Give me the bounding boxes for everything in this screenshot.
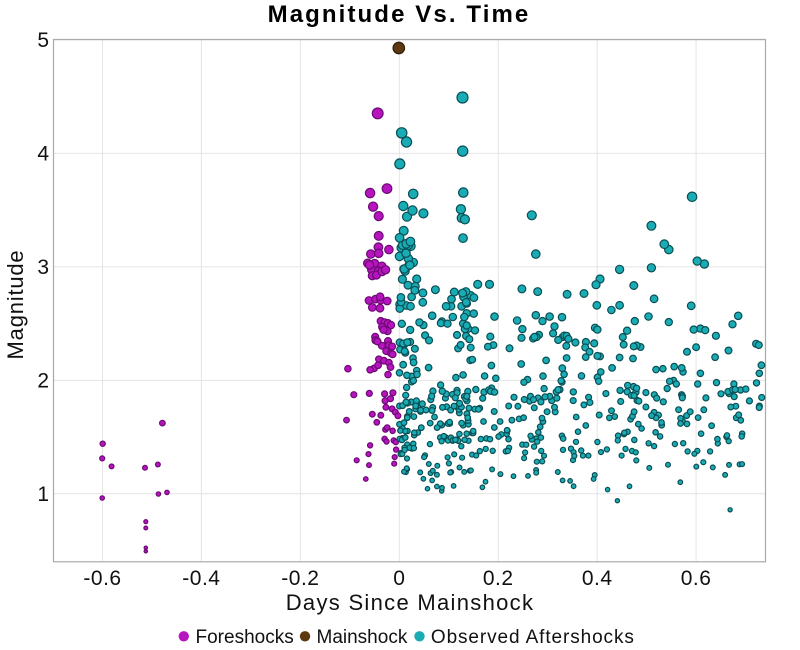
svg-text:0.4: 0.4	[582, 567, 613, 590]
svg-text:2: 2	[37, 369, 49, 392]
svg-text:0.2: 0.2	[483, 567, 514, 590]
svg-text:5: 5	[37, 29, 49, 52]
svg-text:Observed Aftershocks: Observed Aftershocks	[431, 627, 635, 648]
svg-text:4: 4	[37, 142, 49, 165]
svg-text:0: 0	[393, 567, 405, 590]
svg-text:Mainshock: Mainshock	[317, 627, 408, 648]
svg-text:-0.4: -0.4	[182, 567, 220, 590]
svg-text:Days Since Mainshock: Days Since Mainshock	[286, 590, 535, 615]
svg-text:3: 3	[37, 256, 49, 279]
svg-text:0.6: 0.6	[681, 567, 712, 590]
svg-text:1: 1	[37, 483, 49, 506]
svg-text:Magnitude: Magnitude	[3, 250, 28, 360]
svg-text:-0.6: -0.6	[83, 567, 121, 590]
svg-text:Foreshocks: Foreshocks	[196, 627, 294, 648]
svg-text:-0.2: -0.2	[281, 567, 319, 590]
svg-text:Magnitude Vs. Time: Magnitude Vs. Time	[268, 1, 531, 28]
